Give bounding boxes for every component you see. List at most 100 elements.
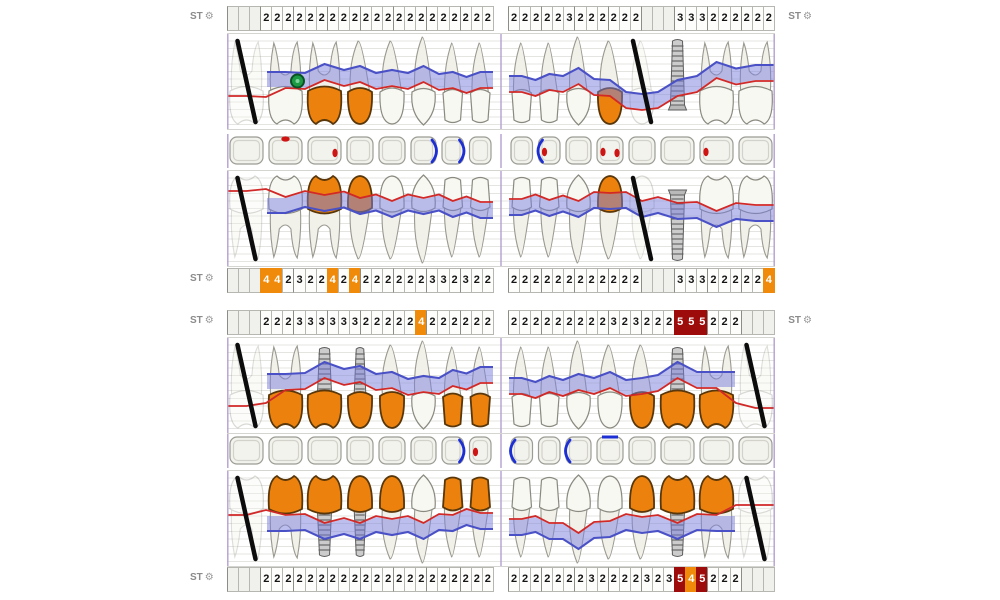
pd-cell[interactable]: 2 [459, 567, 471, 592]
pd-cell[interactable]: 2 [382, 6, 394, 31]
pd-cell[interactable]: 2 [371, 268, 383, 293]
tooth-13-occlusal[interactable] [410, 136, 438, 165]
pd-cell[interactable]: 2 [260, 567, 272, 592]
pd-cell[interactable]: 2 [541, 268, 553, 293]
pd-cell[interactable]: 4 [415, 310, 427, 335]
st-settings-icon[interactable]: ⚙ [204, 273, 214, 284]
pd-cell[interactable]: 2 [359, 567, 372, 592]
tooth-14-occlusal[interactable] [378, 136, 406, 165]
pd-cell[interactable]: 2 [541, 567, 553, 592]
pd-cell[interactable]: 2 [552, 268, 564, 293]
pd-cell[interactable]: 2 [359, 310, 372, 335]
pd-cell[interactable]: 3 [437, 268, 449, 293]
tooth-21[interactable] [511, 176, 533, 258]
pd-cell[interactable] [652, 6, 664, 31]
tooth-45-occlusal[interactable] [346, 436, 374, 465]
tooth-21-occlusal[interactable] [510, 136, 534, 165]
pd-cell[interactable]: 2 [541, 6, 553, 31]
pd-cell[interactable]: 3 [426, 268, 438, 293]
pd-cell[interactable] [751, 310, 763, 335]
pd-cell[interactable]: 2 [448, 6, 460, 31]
pd-cell[interactable]: 2 [304, 268, 316, 293]
pd-cell[interactable]: 2 [596, 567, 608, 592]
pd-cell[interactable]: 2 [404, 268, 416, 293]
pd-cell[interactable]: 3 [315, 310, 327, 335]
pd-cell[interactable]: 2 [563, 567, 575, 592]
pd-cell[interactable]: 2 [541, 310, 553, 335]
pd-cell[interactable]: 2 [282, 310, 294, 335]
pd-cell[interactable]: 2 [585, 6, 597, 31]
pd-cell[interactable]: 2 [629, 268, 641, 293]
pd-cell[interactable]: 3 [685, 6, 697, 31]
pd-cell[interactable]: 3 [629, 310, 641, 335]
pd-cell[interactable] [652, 268, 664, 293]
pd-cell[interactable]: 3 [293, 310, 305, 335]
tooth-11-occlusal[interactable] [468, 136, 492, 165]
pd-cell[interactable] [740, 310, 752, 335]
pd-cell[interactable]: 2 [718, 268, 730, 293]
pd-cell[interactable]: 2 [607, 268, 619, 293]
pd-cell[interactable]: 2 [260, 6, 272, 31]
pd-cell[interactable]: 2 [762, 6, 775, 31]
tooth-23[interactable] [566, 174, 591, 264]
pd-cell[interactable]: 2 [282, 6, 294, 31]
pd-cell[interactable]: 2 [519, 310, 531, 335]
tooth-16-occlusal[interactable] [307, 136, 342, 165]
pd-cell[interactable]: 2 [574, 310, 586, 335]
pd-cell[interactable]: 2 [574, 567, 586, 592]
tooth-38-occlusal[interactable] [738, 436, 773, 465]
pd-cell[interactable] [762, 310, 775, 335]
pd-cell[interactable]: 2 [448, 310, 460, 335]
pd-cell[interactable]: 2 [530, 6, 542, 31]
tooth-22[interactable] [538, 176, 560, 258]
pd-cell[interactable] [740, 567, 752, 592]
tooth-35-occlusal[interactable] [628, 436, 656, 465]
pd-cell[interactable]: 2 [574, 268, 586, 293]
pd-cell[interactable]: 2 [260, 310, 272, 335]
pd-cell[interactable]: 2 [415, 567, 427, 592]
pd-cell[interactable]: 2 [426, 310, 438, 335]
pd-cell[interactable]: 3 [640, 567, 653, 592]
pd-cell[interactable]: 5 [685, 310, 697, 335]
tooth-45[interactable] [347, 347, 373, 429]
pd-cell[interactable]: 3 [348, 310, 360, 335]
tooth-48-occlusal[interactable] [229, 436, 264, 465]
pd-cell[interactable]: 2 [596, 6, 608, 31]
pd-cell[interactable]: 2 [596, 310, 608, 335]
tooth-17[interactable] [268, 175, 303, 260]
tooth-47-occlusal[interactable] [268, 436, 303, 465]
pd-cell[interactable]: 2 [530, 567, 542, 592]
pd-cell[interactable] [249, 6, 261, 31]
pd-cell[interactable]: 2 [404, 567, 416, 592]
pd-cell[interactable] [751, 567, 763, 592]
pd-cell[interactable] [249, 567, 261, 592]
pd-cell[interactable]: 3 [696, 268, 708, 293]
tooth-28-occlusal[interactable] [738, 136, 773, 165]
pd-cell[interactable]: 2 [530, 310, 542, 335]
pd-cell[interactable]: 4 [326, 268, 338, 293]
tooth-45[interactable] [347, 475, 373, 557]
tooth-32-occlusal[interactable] [537, 436, 561, 465]
pd-cell[interactable] [238, 567, 250, 592]
pd-cell[interactable] [238, 310, 250, 335]
st-settings-icon[interactable]: ⚙ [204, 11, 214, 22]
tooth-43-occlusal[interactable] [410, 436, 437, 465]
pd-cell[interactable]: 2 [751, 6, 763, 31]
pd-cell[interactable]: 5 [674, 567, 686, 592]
pd-cell[interactable]: 2 [718, 567, 730, 592]
pd-cell[interactable] [249, 268, 261, 293]
pd-cell[interactable]: 2 [740, 6, 752, 31]
pd-cell[interactable]: 2 [315, 567, 327, 592]
tooth-17-occlusal[interactable] [268, 136, 303, 165]
pd-cell[interactable]: 2 [426, 567, 438, 592]
pd-cell[interactable]: 3 [563, 6, 575, 31]
tooth-25-occlusal[interactable] [628, 136, 656, 165]
pd-cell[interactable]: 2 [729, 6, 741, 31]
pd-cell[interactable]: 2 [415, 6, 427, 31]
pd-cell[interactable]: 4 [271, 268, 283, 293]
pd-cell[interactable]: 3 [326, 310, 338, 335]
tooth-36[interactable] [659, 347, 696, 430]
pd-cell[interactable]: 2 [618, 567, 630, 592]
pd-cell[interactable]: 2 [508, 567, 520, 592]
tooth-15[interactable] [347, 175, 373, 260]
